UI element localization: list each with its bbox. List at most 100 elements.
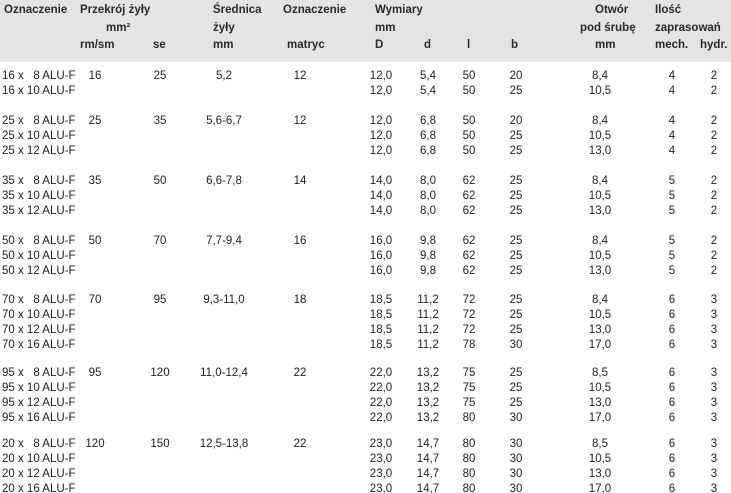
cell: 20 xyxy=(509,70,523,82)
cell: 5,4 xyxy=(420,85,436,97)
row-label: 35 x 10 ALU-F xyxy=(2,190,76,202)
cell: 10,5 xyxy=(588,130,612,142)
cell: 13,0 xyxy=(588,397,612,409)
cell: 8,0 xyxy=(420,205,436,217)
cell: 25 xyxy=(153,70,167,82)
header-text: Otwór xyxy=(595,4,629,16)
header-text: Przekrój żyły xyxy=(80,4,151,16)
cell: 3 xyxy=(710,324,718,336)
header-text: żyły xyxy=(213,22,235,34)
cell: 6 xyxy=(668,412,676,424)
cell: 23,0 xyxy=(369,453,393,465)
cell: 8,4 xyxy=(592,294,608,306)
cell: 25 xyxy=(509,250,523,262)
cell: 2 xyxy=(710,175,718,187)
cell: 25 xyxy=(509,294,523,306)
row-label: 95 x 8 ALU-F xyxy=(2,367,76,379)
cell: 3 xyxy=(710,412,718,424)
cell: 6,8 xyxy=(420,130,436,142)
cell: 8,4 xyxy=(592,115,608,127)
row-label: 16 x 8 ALU-F xyxy=(2,70,76,82)
cell: 25 xyxy=(88,115,102,127)
cell: 13,2 xyxy=(416,382,440,394)
header-text: Ilość xyxy=(655,4,682,16)
cell: 18,5 xyxy=(369,309,393,321)
cell: 120 xyxy=(150,367,170,379)
cell: 25 xyxy=(509,145,523,157)
header-text: Wymiary xyxy=(375,4,423,16)
row-label: 95 x 10 ALU-F xyxy=(2,382,76,394)
cell: 13,2 xyxy=(416,367,440,379)
cell: 2 xyxy=(710,235,718,247)
cell: 9,3-11,0 xyxy=(203,294,245,306)
cell: 4 xyxy=(668,115,676,127)
cell: 3 xyxy=(710,438,718,450)
cell: 4 xyxy=(668,145,676,157)
cell: 22,0 xyxy=(369,382,393,394)
cell: 18 xyxy=(293,294,307,306)
header-text: d xyxy=(424,39,432,51)
cell: 12,0 xyxy=(369,130,393,142)
cell: 13,2 xyxy=(416,412,440,424)
cell: 6 xyxy=(668,367,676,379)
row-label: 50 x 12 ALU-F xyxy=(2,265,76,277)
cell: 50 xyxy=(462,85,476,97)
header-text: mm² xyxy=(106,22,131,34)
cell: 6,8 xyxy=(420,145,436,157)
cell: 80 xyxy=(462,453,476,465)
cell: 30 xyxy=(509,412,523,424)
cell: 95 xyxy=(88,367,102,379)
cell: 2 xyxy=(710,70,718,82)
cell: 2 xyxy=(710,205,718,217)
header-background xyxy=(0,0,731,62)
cell: 5 xyxy=(668,205,676,217)
cell: 22 xyxy=(293,438,307,450)
cell: 3 xyxy=(710,483,718,493)
cell: 14,7 xyxy=(416,438,440,450)
cell: 14,0 xyxy=(369,175,393,187)
cell: 6 xyxy=(668,397,676,409)
cell: 18,5 xyxy=(369,324,393,336)
cell: 9,8 xyxy=(420,235,436,247)
row-label: 95 x 12 ALU-F xyxy=(2,397,76,409)
header-text: mm xyxy=(595,39,616,51)
cell: 80 xyxy=(462,438,476,450)
cell: 5,4 xyxy=(420,70,436,82)
cell: 12,0 xyxy=(369,85,393,97)
cell: 35 xyxy=(153,115,167,127)
cell: 22,0 xyxy=(369,367,393,379)
cell: 17,0 xyxy=(588,483,612,493)
cell: 8,4 xyxy=(592,175,608,187)
cell: 95 xyxy=(153,294,167,306)
cell: 16,0 xyxy=(369,250,393,262)
cell: 8,4 xyxy=(592,235,608,247)
cell: 23,0 xyxy=(369,438,393,450)
cell: 12 xyxy=(293,115,307,127)
cell: 16 xyxy=(293,235,307,247)
cell: 4 xyxy=(668,130,676,142)
cell: 50 xyxy=(462,70,476,82)
header-text: matryc xyxy=(287,39,325,51)
row-label: 70 x 8 ALU-F xyxy=(2,294,76,306)
row-label: 20 x 10 ALU-F xyxy=(2,453,76,465)
row-label: 20 x 12 ALU-F xyxy=(2,468,76,480)
cell: 8,0 xyxy=(420,190,436,202)
cell: 75 xyxy=(462,382,476,394)
cell: 25 xyxy=(509,190,523,202)
row-label: 25 x 8 ALU-F xyxy=(2,115,76,127)
header-text: pod śrubę xyxy=(580,22,636,34)
row-label: 20 x 8 ALU-F xyxy=(2,438,76,450)
cell: 25 xyxy=(509,130,523,142)
cell: 80 xyxy=(462,412,476,424)
cell: 70 xyxy=(88,294,102,306)
cell: 80 xyxy=(462,483,476,493)
cell: 62 xyxy=(462,190,476,202)
cell: 25 xyxy=(509,265,523,277)
cell: 150 xyxy=(150,438,170,450)
cell: 14,7 xyxy=(416,468,440,480)
row-label: 25 x 12 ALU-F xyxy=(2,145,76,157)
cell: 25 xyxy=(509,175,523,187)
cell: 8,0 xyxy=(420,175,436,187)
cell: 12,5-13,8 xyxy=(199,438,249,450)
cell: 25 xyxy=(509,324,523,336)
